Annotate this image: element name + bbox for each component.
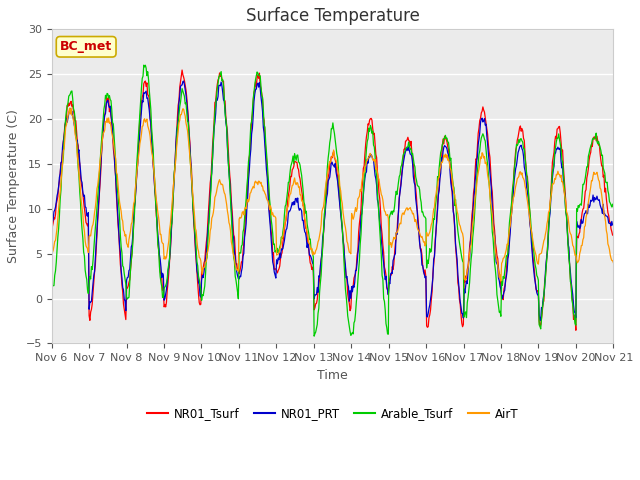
Arable_Tsurf: [116, 216, 124, 221]
AirT: [204, 251, 211, 256]
Y-axis label: Surface Temperature (C): Surface Temperature (C): [7, 109, 20, 264]
AirT: [418, 234, 426, 240]
Line: NR01_PRT: NR01_PRT: [52, 81, 613, 321]
NR01_Tsurf: [58, 158, 65, 164]
NR01_Tsurf: [418, 252, 426, 258]
Arable_Tsurf: [419, 209, 427, 215]
Legend: NR01_Tsurf, NR01_PRT, Arable_Tsurf, AirT: NR01_Tsurf, NR01_PRT, Arable_Tsurf, AirT: [142, 403, 523, 425]
NR01_Tsurf: [178, 67, 186, 73]
X-axis label: Time: Time: [317, 369, 348, 382]
Arable_Tsurf: [173, 124, 181, 130]
Text: BC_met: BC_met: [60, 40, 112, 53]
Arable_Tsurf: [310, 333, 318, 339]
Line: Arable_Tsurf: Arable_Tsurf: [52, 65, 613, 336]
NR01_Tsurf: [173, 132, 180, 138]
Arable_Tsurf: [58, 168, 65, 174]
NR01_PRT: [173, 127, 180, 133]
NR01_PRT: [204, 239, 211, 244]
Line: AirT: AirT: [52, 108, 613, 281]
NR01_Tsurf: [204, 233, 211, 239]
AirT: [116, 204, 124, 210]
NR01_PRT: [48, 214, 56, 220]
Arable_Tsurf: [140, 62, 148, 68]
AirT: [402, 207, 410, 213]
NR01_PRT: [116, 242, 124, 248]
Arable_Tsurf: [609, 204, 617, 210]
AirT: [48, 253, 56, 259]
NR01_Tsurf: [572, 327, 580, 333]
NR01_PRT: [418, 263, 426, 268]
Arable_Tsurf: [403, 144, 410, 150]
AirT: [67, 105, 75, 111]
Arable_Tsurf: [204, 255, 211, 261]
NR01_PRT: [609, 222, 617, 228]
AirT: [58, 169, 65, 175]
NR01_PRT: [402, 148, 410, 154]
AirT: [609, 260, 617, 265]
NR01_Tsurf: [402, 138, 410, 144]
Title: Surface Temperature: Surface Temperature: [246, 7, 419, 25]
AirT: [497, 278, 505, 284]
NR01_Tsurf: [609, 233, 617, 239]
Arable_Tsurf: [48, 285, 56, 291]
AirT: [173, 136, 181, 142]
NR01_PRT: [58, 158, 65, 164]
NR01_PRT: [537, 318, 545, 324]
NR01_Tsurf: [48, 223, 56, 228]
Line: NR01_Tsurf: NR01_Tsurf: [52, 70, 613, 330]
NR01_Tsurf: [116, 246, 124, 252]
NR01_PRT: [180, 78, 188, 84]
